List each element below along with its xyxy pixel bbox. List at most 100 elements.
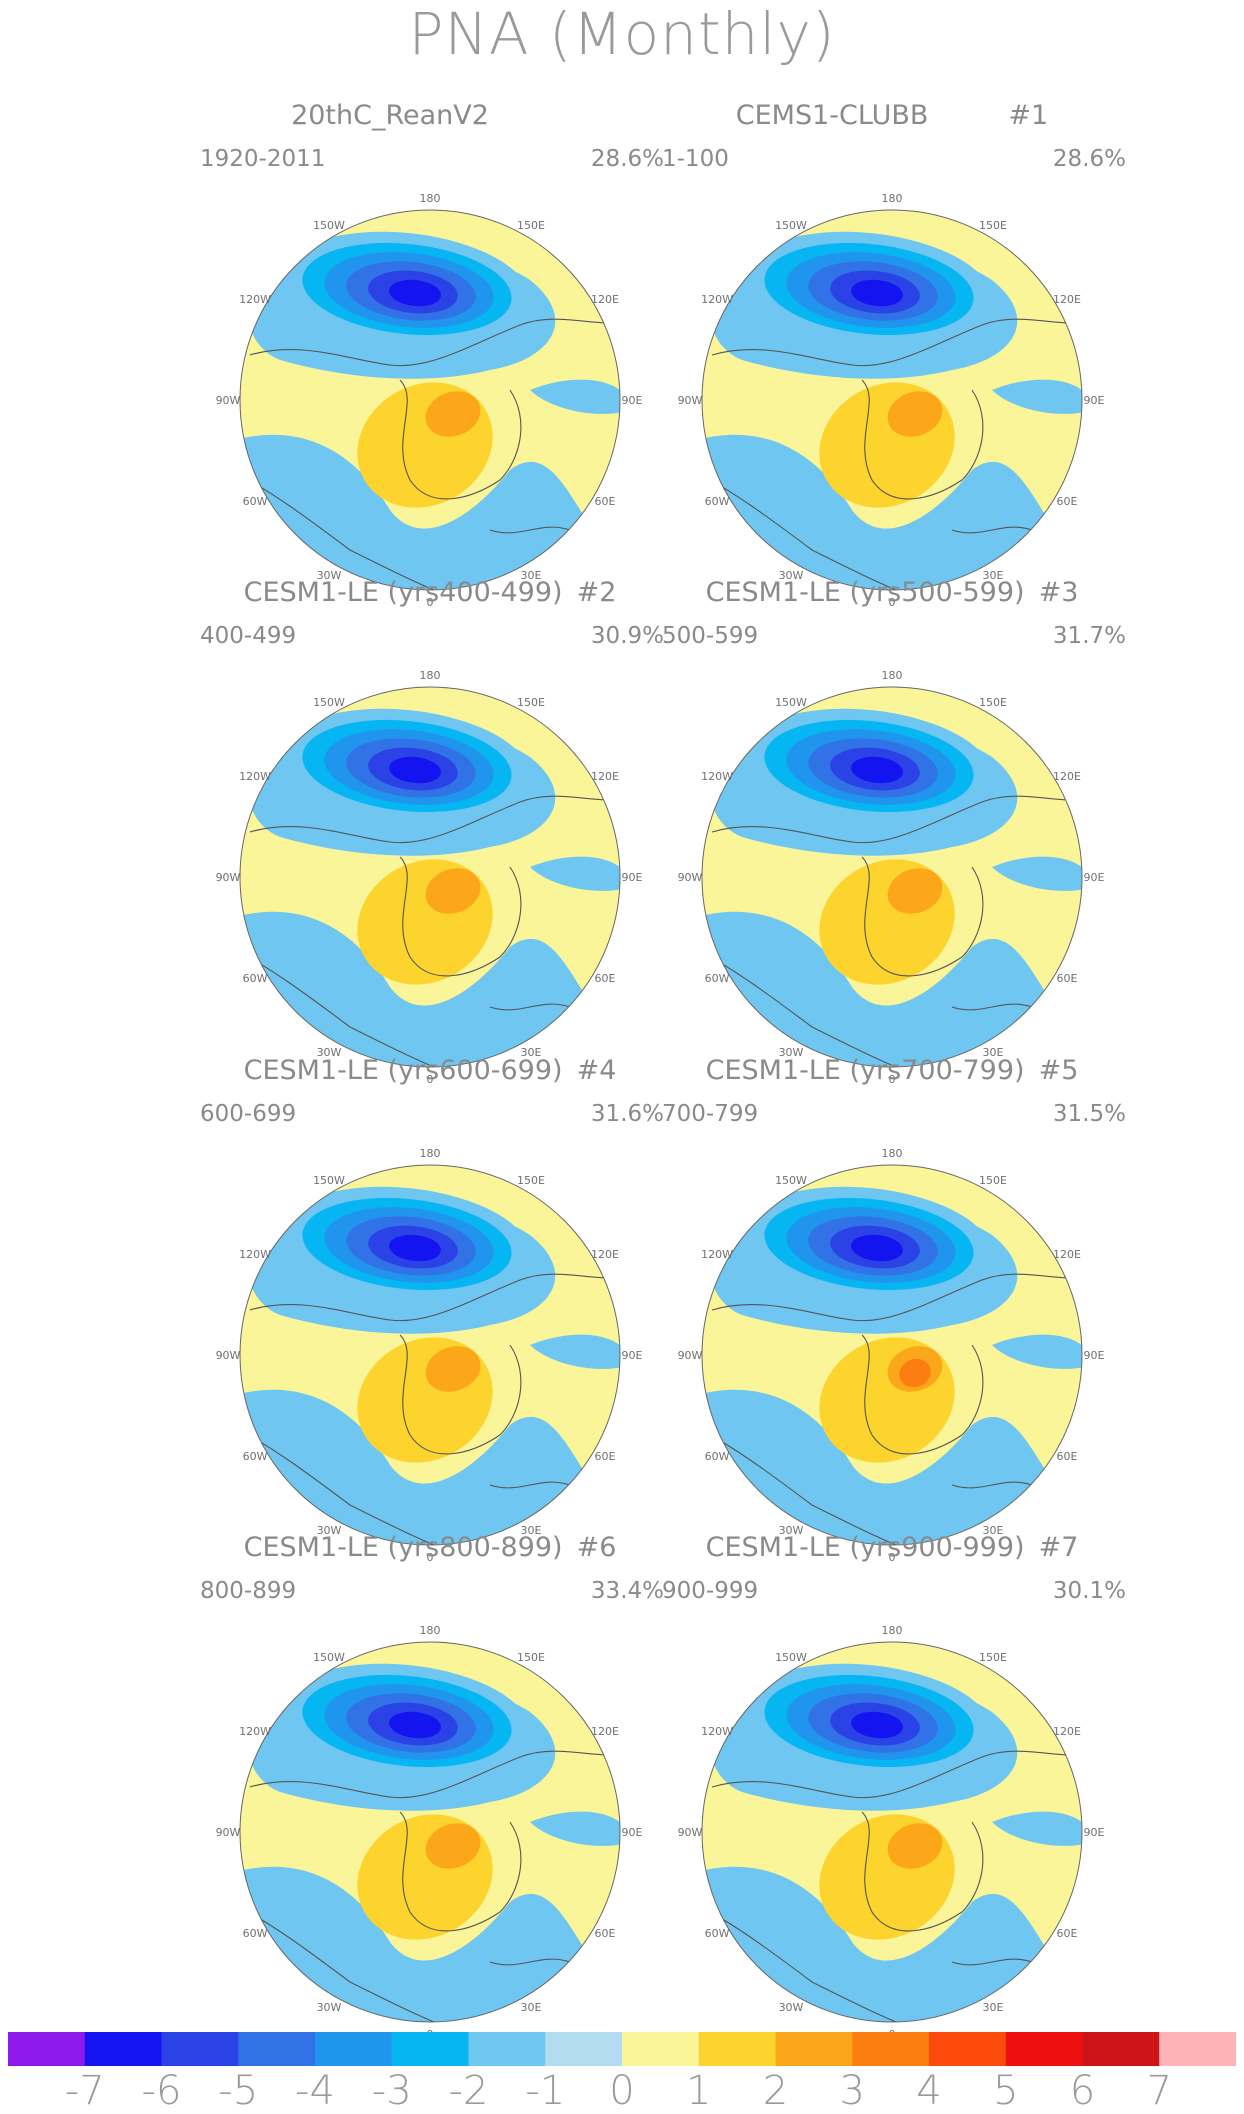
negative-anomaly-region xyxy=(240,911,620,1067)
colorbar-tick-label: 4 xyxy=(916,2068,942,2114)
panel-number: #3 xyxy=(1038,577,1079,608)
panel-title-text: CESM1-LE (yrs600-699) xyxy=(243,1055,563,1086)
coastline xyxy=(702,946,923,1067)
longitude-label: 180 xyxy=(420,192,441,205)
panel-number: #5 xyxy=(1038,1055,1079,1086)
colorbar-swatch xyxy=(161,2032,239,2066)
panel-number: #4 xyxy=(576,1055,617,1086)
coastline xyxy=(249,318,620,367)
coastline xyxy=(240,946,461,1067)
panel-title-text: CESM1-LE (yrs500-599) xyxy=(705,577,1025,608)
coastline xyxy=(399,1811,522,1932)
panel-title-text: CESM1-LE (yrs800-899) xyxy=(243,1532,563,1563)
longitude-label: 120E xyxy=(591,293,619,306)
panel-title: 20thC_ReanV2 xyxy=(190,100,670,131)
colorbar-tick-label: -7 xyxy=(64,2068,105,2114)
panel-title: CESM1-LE (yrs800-899) #6 xyxy=(190,1532,670,1563)
panel-title: CESM1-LE (yrs900-999) #7 xyxy=(652,1532,1132,1563)
longitude-label: 60E xyxy=(1056,495,1077,508)
coastline xyxy=(240,1901,461,2022)
longitude-label: 180 xyxy=(420,669,441,682)
longitude-label: 60W xyxy=(243,972,268,985)
longitude-label: 30W xyxy=(317,1524,342,1537)
negative-contour-level xyxy=(389,1711,441,1739)
coastline xyxy=(249,1273,620,1322)
colorbar-swatch xyxy=(929,2032,1007,2066)
map-panel: 20thC_ReanV2 1920-2011 28.6% 180 150E 120E 90E… xyxy=(190,100,670,609)
longitude-label: 60E xyxy=(594,972,615,985)
longitude-label: 90W xyxy=(678,1349,703,1362)
colorbar-swatch xyxy=(315,2032,393,2066)
colorbar-tick-label: -6 xyxy=(141,2068,182,2114)
negative-anomaly-region xyxy=(530,379,620,414)
map-border xyxy=(701,1641,1083,2023)
longitude-label: 0 xyxy=(889,1551,896,1564)
longitude-label: 60E xyxy=(1056,1927,1077,1940)
positive-contour-level xyxy=(425,1346,481,1392)
longitude-label: 60E xyxy=(1056,1450,1077,1463)
longitude-label: 60E xyxy=(594,1450,615,1463)
coastline xyxy=(249,1750,620,1799)
positive-contour-level xyxy=(899,1358,931,1388)
longitude-label: 90E xyxy=(1084,871,1105,884)
colorbar-swatch xyxy=(1005,2032,1083,2066)
longitude-label: 90W xyxy=(216,1826,241,1839)
coastline xyxy=(861,856,984,977)
longitude-label: 120E xyxy=(1053,770,1081,783)
panel-years: 400-499 xyxy=(200,623,297,649)
panel-years: 1-100 xyxy=(662,146,729,172)
negative-anomaly-region xyxy=(992,1334,1082,1369)
panel-years: 800-899 xyxy=(200,1578,297,1604)
longitude-label: 90W xyxy=(216,871,241,884)
colorbar-tick-label: -3 xyxy=(371,2068,412,2114)
longitude-label: 120W xyxy=(701,770,733,783)
negative-contour-level xyxy=(851,756,903,784)
longitude-label: 150W xyxy=(313,1651,345,1664)
longitude-label: 120W xyxy=(239,1725,271,1738)
longitude-label: 120W xyxy=(701,1248,733,1261)
longitude-label: 180 xyxy=(882,192,903,205)
longitude-label: 30E xyxy=(521,2001,542,2014)
longitude-label: 60W xyxy=(243,1927,268,1940)
colorbar-swatch xyxy=(852,2032,930,2066)
negative-anomaly-region xyxy=(992,856,1082,891)
map-panel: CEMS1-CLUBB #1 1-100 28.6% 180 150E 120E 90E 60E… xyxy=(652,100,1132,609)
colorbar-tick-label: -1 xyxy=(525,2068,566,2114)
longitude-label: 90W xyxy=(678,394,703,407)
colorbar-swatch xyxy=(238,2032,316,2066)
colorbar-tick-label: -5 xyxy=(218,2068,259,2114)
panel-title-text: CESM1-LE (yrs900-999) xyxy=(705,1532,1025,1563)
panel-number: #2 xyxy=(576,577,617,608)
panel-variance-percent: 30.1% xyxy=(1052,1578,1126,1604)
panel-title-text: CESM1-LE (yrs400-499) xyxy=(243,577,563,608)
panel-years: 600-699 xyxy=(200,1101,297,1127)
map-panel: CESM1-LE (yrs500-599) #3 500-599 31.7% 180 15… xyxy=(652,577,1132,1086)
panel-variance-percent: 31.5% xyxy=(1052,1101,1126,1127)
longitude-label: 60E xyxy=(594,495,615,508)
panel-variance-percent: 31.6% xyxy=(590,1101,664,1127)
positive-contour-level xyxy=(887,391,943,437)
longitude-label: 120E xyxy=(1053,1248,1081,1261)
negative-anomaly-region xyxy=(530,1811,620,1846)
longitude-label: 30W xyxy=(317,569,342,582)
longitude-label: 0 xyxy=(427,1073,434,1086)
positive-contour-level xyxy=(425,868,481,914)
negative-anomaly-region xyxy=(530,856,620,891)
colorbar-swatch xyxy=(775,2032,853,2066)
negative-contour-level xyxy=(389,756,441,784)
longitude-label: 150W xyxy=(313,696,345,709)
longitude-label: 120E xyxy=(1053,1725,1081,1738)
longitude-label: 120W xyxy=(701,1725,733,1738)
map-panel: CESM1-LE (yrs400-499) #2 400-499 30.9% 180 15… xyxy=(190,577,670,1086)
panel-years: 1920-2011 xyxy=(200,146,326,172)
longitude-label: 30E xyxy=(983,1524,1004,1537)
negative-contour-level xyxy=(389,1234,441,1262)
positive-contour-level xyxy=(887,868,943,914)
map-border xyxy=(239,1164,621,1546)
longitude-label: 90E xyxy=(622,1349,643,1362)
negative-anomaly-region xyxy=(240,434,620,590)
